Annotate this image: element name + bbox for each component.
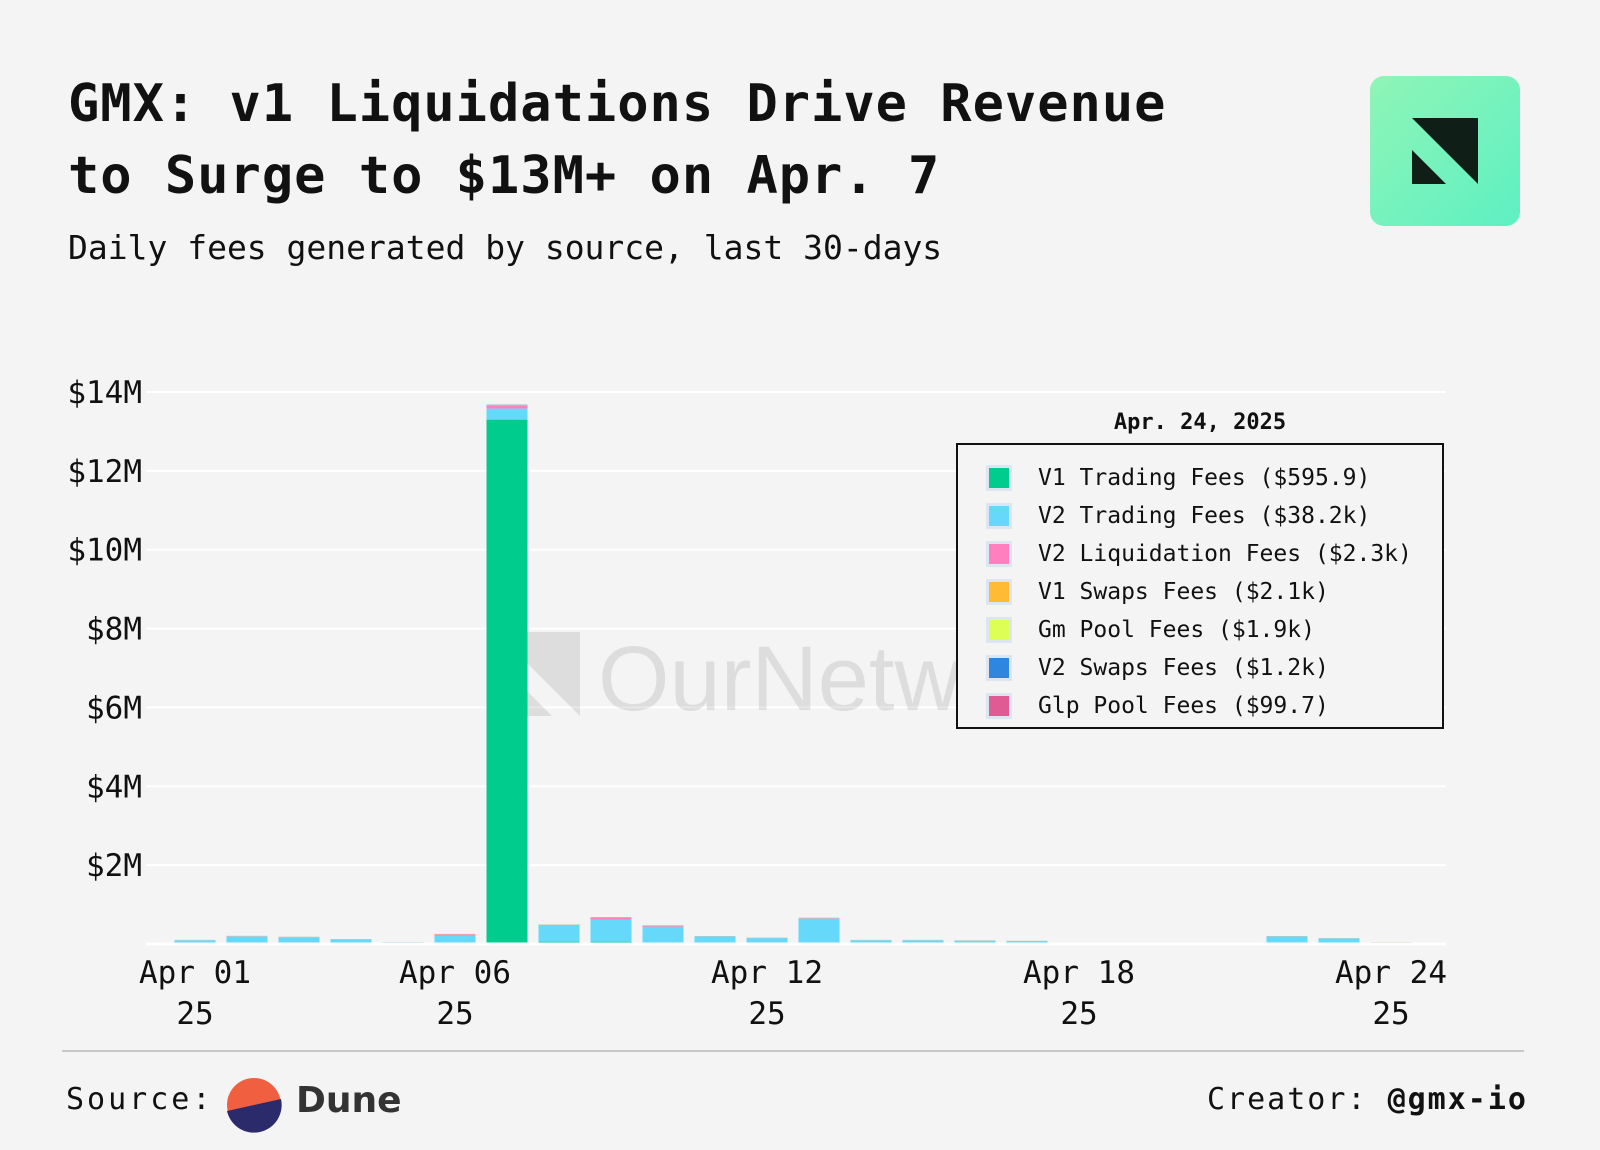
bar-segment-v2-liquidation-fees (590, 917, 632, 920)
bar-segment-v2-liquidation-fees (434, 934, 476, 936)
x-tick-label: Apr 24 (1335, 955, 1447, 991)
bar-stack[interactable] (590, 917, 632, 944)
legend-swatch (986, 503, 1012, 529)
dune-logo-icon (227, 1078, 282, 1133)
bar-segment-v2-trading-fees (538, 925, 580, 942)
legend-item[interactable]: V2 Liquidation Fees ($2.3k) (986, 537, 1412, 571)
bar-segment-v2-trading-fees (746, 938, 788, 944)
chart-title: GMX: v1 Liquidations Drive Revenue to Su… (68, 68, 1308, 212)
legend-label: V1 Trading Fees ($595.9) (1038, 465, 1371, 491)
legend-item[interactable]: V1 Trading Fees ($595.9) (986, 461, 1370, 495)
legend-item[interactable]: Glp Pool Fees ($99.7) (986, 689, 1329, 723)
legend-label: V2 Liquidation Fees ($2.3k) (1038, 541, 1412, 567)
bar-segment-v2-trading-fees (798, 918, 840, 944)
bar-segment-v2-trading-fees (1006, 941, 1048, 944)
creator-credit: Creator: @gmx-io (1207, 1082, 1528, 1117)
y-tick-label: $2M (86, 848, 142, 884)
bar-segment-v2-trading-fees (434, 935, 476, 944)
bar-segment-v2-trading-fees (486, 408, 528, 420)
creator-label: Creator: (1207, 1082, 1368, 1117)
bar-stack[interactable] (434, 933, 476, 944)
source-label: Source: (66, 1082, 214, 1117)
y-tick-label: $8M (86, 612, 142, 648)
x-tick-label: Apr 06 (399, 955, 511, 991)
x-tick-year: 25 (1060, 996, 1097, 1032)
bar-segment-v2-trading-fees (694, 936, 736, 944)
tooltip-legend: V1 Trading Fees ($595.9) V2 Trading Fees … (956, 443, 1444, 729)
bar-stack[interactable] (538, 924, 580, 944)
y-tick-label: $14M (67, 375, 142, 411)
legend-swatch (986, 655, 1012, 681)
ournetwork-logo-icon (1412, 118, 1478, 184)
legend-swatch (986, 465, 1012, 491)
legend-label: V2 Swaps Fees ($1.2k) (1038, 655, 1329, 681)
legend-item[interactable]: V2 Swaps Fees ($1.2k) (986, 651, 1329, 685)
x-tick-label: Apr 12 (711, 955, 823, 991)
bar-segment-v1-trading-fees (486, 419, 528, 945)
legend-item[interactable]: V2 Trading Fees ($38.2k) (986, 499, 1370, 533)
bar-segment-v2-trading-fees (850, 940, 892, 944)
bars (174, 404, 1412, 945)
x-tick-year: 25 (176, 996, 213, 1032)
legend-item[interactable]: Gm Pool Fees ($1.9k) (986, 613, 1315, 647)
bar-stack[interactable] (486, 404, 528, 945)
legend-swatch (986, 617, 1012, 643)
bar-segment-v2-liquidation-fees (642, 925, 684, 927)
x-tick-year: 25 (436, 996, 473, 1032)
bar-segment-v2-trading-fees (954, 940, 996, 944)
bar-stack[interactable] (642, 925, 684, 944)
bar-segment-v2-trading-fees (1318, 938, 1360, 944)
ournetwork-logo (1370, 76, 1520, 226)
y-axis-ticks: $2M $4M $6M $8M $10M $12M $14M (67, 375, 142, 884)
bar-segment-v2-trading-fees (226, 936, 268, 944)
bar-segment-v2-trading-fees (174, 940, 216, 944)
tooltip-date: Apr. 24, 2025 (1113, 410, 1287, 435)
y-tick-label: $10M (67, 533, 142, 569)
legend-label: V1 Swaps Fees ($2.1k) (1038, 579, 1329, 605)
chart-subtitle: Daily fees generated by source, last 30-… (68, 228, 943, 267)
x-tick-year: 25 (748, 996, 785, 1032)
legend-swatch (986, 541, 1012, 567)
legend-swatch (986, 579, 1012, 605)
bar-segment-v2-trading-fees (278, 937, 320, 944)
bar-segment-v2-trading-fees (642, 926, 684, 943)
y-tick-label: $12M (67, 454, 142, 490)
x-axis-ticks: Apr 01 25 Apr 06 25 Apr 12 25 Apr 18 25 Apr 24 25 (139, 955, 1447, 1032)
y-tick-label: $6M (86, 690, 142, 726)
x-tick-label: Apr 01 (139, 955, 251, 991)
x-tick-year: 25 (1372, 996, 1409, 1032)
x-tick-label: Apr 18 (1023, 955, 1135, 991)
title-line-2: to Surge to $13M+ on Apr. 7 (68, 146, 941, 206)
legend-label: Gm Pool Fees ($1.9k) (1038, 617, 1315, 643)
legend-label: V2 Trading Fees ($38.2k) (1038, 503, 1371, 529)
y-tick-label: $4M (86, 769, 142, 805)
bar-segment-v2-liquidation-fees (538, 925, 580, 926)
bar-stack[interactable] (798, 917, 840, 944)
source-name: Dune (296, 1080, 402, 1121)
legend-item[interactable]: V1 Swaps Fees ($2.1k) (986, 575, 1329, 609)
bar-segment-v2-liquidation-fees (486, 405, 528, 409)
bar-segment-v2-trading-fees (902, 940, 944, 944)
footer-divider (62, 1050, 1524, 1052)
bar-segment-v2-trading-fees (330, 939, 372, 944)
creator-handle: @gmx-io (1387, 1082, 1528, 1117)
title-line-1: GMX: v1 Liquidations Drive Revenue (68, 74, 1167, 134)
legend-label: Glp Pool Fees ($99.7) (1038, 693, 1329, 719)
bar-segment-v2-trading-fees (590, 919, 632, 942)
legend-swatch (986, 693, 1012, 719)
bar-segment-v2-trading-fees (1266, 936, 1308, 943)
